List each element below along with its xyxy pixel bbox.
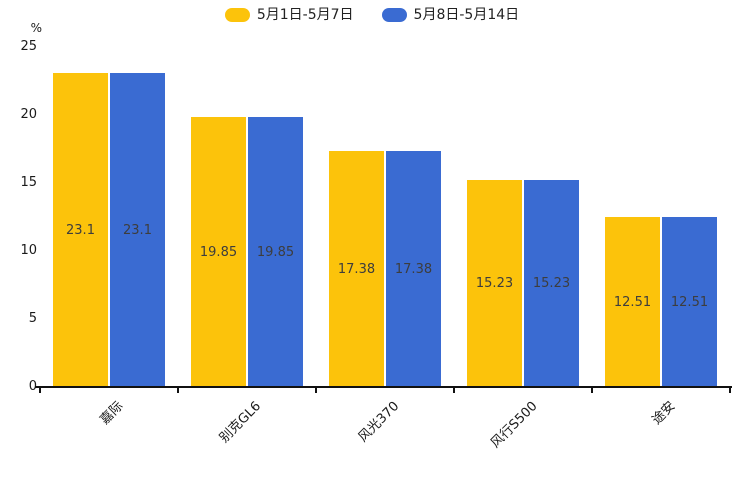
legend-label: 5月8日-5月14日 [413,7,520,23]
bar-风光370-series-1: 17.38 [386,151,441,387]
legend-swatch-icon [381,8,407,22]
y-axis-tick-label: 5 [28,311,37,326]
bar-value-label: 15.23 [532,276,571,291]
bar-value-label: 17.38 [337,261,376,277]
legend-label: 5月1日-5月7日 [256,7,354,23]
bar-value-label: 17.38 [394,261,433,277]
bar-value-label: 12.51 [670,294,709,310]
y-axis-tick-label: 20 [20,107,37,122]
bar-途安-series-0: 12.51 [605,217,660,387]
y-axis-tick-label: 15 [20,175,37,190]
x-axis-tick [591,388,593,393]
legend-swatch-icon [224,8,250,22]
bar-value-label: 23.1 [123,222,152,238]
bar-value-label: 23.1 [66,222,95,238]
y-axis-tick-label: 0 [28,379,37,394]
bar-途安-series-1: 12.51 [662,217,717,387]
x-axis-tick [729,388,731,393]
y-axis-tick-label: 10 [20,243,37,258]
bar-风光370-series-0: 17.38 [329,151,384,387]
bar-嘉际-series-1: 23.1 [110,73,165,387]
y-axis-tick-label: 25 [20,39,37,54]
bar-别克GL6-series-1: 19.85 [248,117,303,387]
bar-value-label: 19.85 [199,244,238,260]
legend: 5月1日-5月7日 5月8日-5月14日 [0,6,744,24]
x-axis-tick [39,388,41,393]
x-axis-tick [453,388,455,393]
x-axis-line [35,386,732,388]
bar-别克GL6-series-0: 19.85 [191,117,246,387]
legend-item-0[interactable]: 5月1日-5月7日 [224,6,354,24]
bar-value-label: 12.51 [613,294,652,310]
bar-嘉际-series-0: 23.1 [53,73,108,387]
x-axis-tick [315,388,317,393]
legend-item-1[interactable]: 5月8日-5月14日 [381,6,520,24]
bar-value-label: 19.85 [256,244,295,260]
bar-value-label: 15.23 [475,276,514,291]
bar-风行S500-series-0: 15.23 [467,180,522,387]
bar-风行S500-series-1: 15.23 [524,180,579,387]
x-axis-tick [177,388,179,393]
y-axis-unit-label: % [30,21,42,35]
